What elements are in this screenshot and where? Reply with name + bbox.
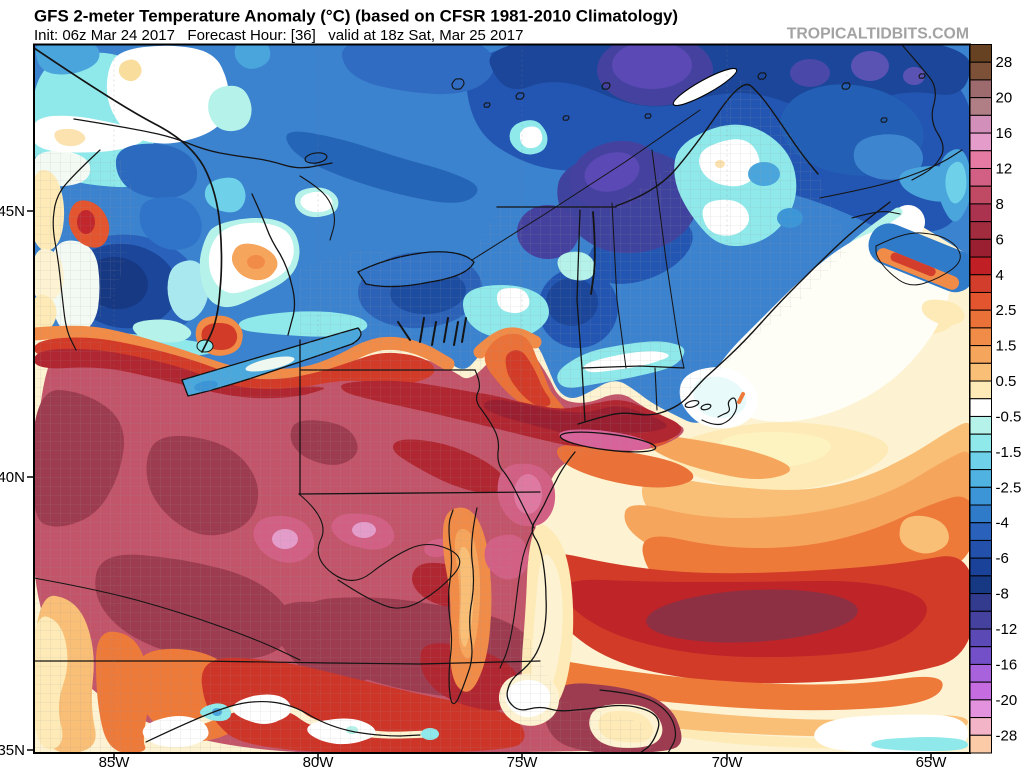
svg-text:70W: 70W bbox=[712, 754, 744, 771]
svg-text:2.5: 2.5 bbox=[996, 302, 1017, 319]
svg-text:45N: 45N bbox=[0, 203, 25, 220]
svg-text:-0.5: -0.5 bbox=[996, 409, 1022, 426]
svg-text:65W: 65W bbox=[916, 754, 948, 771]
svg-text:4: 4 bbox=[996, 267, 1004, 284]
svg-text:20: 20 bbox=[996, 90, 1013, 107]
svg-text:-1.5: -1.5 bbox=[996, 444, 1022, 461]
svg-text:35N: 35N bbox=[0, 742, 25, 759]
svg-text:8: 8 bbox=[996, 196, 1004, 213]
svg-text:16: 16 bbox=[996, 125, 1013, 142]
svg-text:0.5: 0.5 bbox=[996, 373, 1017, 390]
svg-text:12: 12 bbox=[996, 161, 1013, 178]
svg-text:-20: -20 bbox=[996, 692, 1018, 709]
svg-text:-12: -12 bbox=[996, 621, 1018, 638]
svg-text:75W: 75W bbox=[507, 754, 539, 771]
svg-text:1.5: 1.5 bbox=[996, 338, 1017, 355]
svg-text:85W: 85W bbox=[99, 754, 131, 771]
svg-text:-4: -4 bbox=[996, 515, 1009, 532]
svg-text:40N: 40N bbox=[0, 469, 25, 486]
svg-text:-6: -6 bbox=[996, 550, 1009, 567]
svg-text:-16: -16 bbox=[996, 656, 1018, 673]
svg-text:28: 28 bbox=[996, 54, 1013, 71]
svg-text:6: 6 bbox=[996, 231, 1004, 248]
svg-text:GFS 2-meter Temperature Anomal: GFS 2-meter Temperature Anomaly (°C) (ba… bbox=[34, 7, 678, 26]
svg-text:TROPICALTIDBITS.COM: TROPICALTIDBITS.COM bbox=[787, 26, 969, 43]
svg-text:-8: -8 bbox=[996, 586, 1009, 603]
svg-text:-2.5: -2.5 bbox=[996, 479, 1022, 496]
svg-text:80W: 80W bbox=[303, 754, 335, 771]
svg-text:Init: 06z Mar 24 2017 Foreca: Init: 06z Mar 24 2017 Forecast Hour: [36… bbox=[34, 27, 523, 44]
svg-text:-28: -28 bbox=[996, 727, 1018, 744]
